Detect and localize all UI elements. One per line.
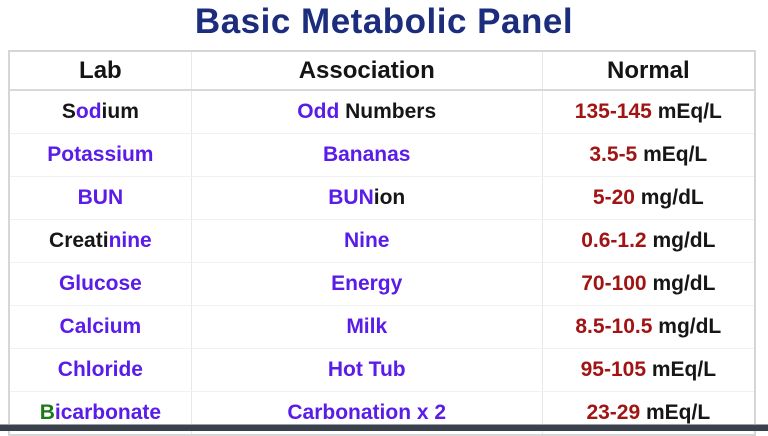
association-cell: BUN ion xyxy=(190,177,543,219)
association-cell: Nine xyxy=(190,220,543,262)
bottom-edge-bar xyxy=(0,424,768,431)
normal-cell: 0.6-1.2 mg/dL xyxy=(543,220,754,262)
column-header-association: Association xyxy=(190,52,543,89)
text-segment: B xyxy=(39,401,55,424)
text-segment: ion xyxy=(373,186,406,209)
text-segment: mEq/L xyxy=(651,100,722,123)
text-segment: 135-145 xyxy=(574,100,652,123)
table-row: Chloride Hot Tub 95-105 mEq/L xyxy=(10,348,754,391)
association-cell: Odd Numbers xyxy=(190,91,543,133)
text-segment: icarbonate xyxy=(54,401,162,424)
lab-cell: BUN xyxy=(10,177,191,219)
normal-cell: 135-145 mEq/L xyxy=(543,91,754,133)
text-segment: mEq/L xyxy=(637,143,708,166)
text-segment: Chloride xyxy=(57,358,143,381)
column-header-lab: Lab xyxy=(79,56,122,84)
text-segment: Creati xyxy=(49,229,109,252)
text-segment: mg/dL xyxy=(652,315,722,338)
table-row: BUN BUN ion 5-20 mg/dL xyxy=(10,176,754,219)
text-segment: S xyxy=(61,100,76,123)
text-segment: mEq/L xyxy=(646,358,717,381)
table-row: Glucose Energy 70-100 mg/dL xyxy=(10,262,754,305)
text-segment: Hot Tub xyxy=(327,358,406,381)
text-segment: BUN xyxy=(77,186,124,209)
text-segment: Nine xyxy=(343,229,390,252)
text-segment: Potassium xyxy=(47,143,154,166)
normal-cell: 23-29 mEq/L xyxy=(543,392,754,434)
page-title: Basic Metabolic Panel xyxy=(194,2,574,41)
lab-cell: Chloride xyxy=(10,349,191,391)
text-segment: 70-100 xyxy=(581,272,647,295)
table-header-row: Lab Association Normal xyxy=(10,52,754,91)
text-segment: 3.5-5 xyxy=(589,143,638,166)
text-segment: Bananas xyxy=(322,143,411,166)
text-segment: BUN xyxy=(328,186,374,209)
text-segment: od xyxy=(75,100,102,123)
table-row: Creati nine Nine 0.6-1.2 mg/dL xyxy=(10,219,754,262)
text-segment: Glucose xyxy=(58,272,142,295)
text-segment: mEq/L xyxy=(640,401,711,424)
lab-cell: Potassium xyxy=(10,134,191,176)
table-row: Calcium Milk 8.5-10.5 mg/dL xyxy=(10,305,754,348)
text-segment: 5-20 xyxy=(592,186,635,209)
text-segment: nine xyxy=(108,229,152,252)
text-segment: Energy xyxy=(331,272,403,295)
table-row: Potassium Bananas 3.5-5 mEq/L xyxy=(10,133,754,176)
association-cell: Energy xyxy=(190,263,543,305)
text-segment: Milk xyxy=(346,315,388,338)
text-segment: Numbers xyxy=(339,100,437,123)
association-cell: Bananas xyxy=(190,134,543,176)
lab-cell: Glucose xyxy=(10,263,191,305)
column-header-normal: Normal xyxy=(606,56,690,84)
text-segment: 8.5-10.5 xyxy=(575,315,653,338)
text-segment: mg/dL xyxy=(646,272,716,295)
text-segment: 95-105 xyxy=(580,358,647,381)
text-segment: mg/dL xyxy=(634,186,704,209)
text-segment: Odd xyxy=(297,100,340,123)
text-segment: mg/dL xyxy=(646,229,716,252)
association-cell: Carbonation x 2 xyxy=(190,392,543,434)
text-segment: Calcium xyxy=(59,315,142,338)
lab-cell: Creati nine xyxy=(10,220,191,262)
association-cell: Milk xyxy=(190,306,543,348)
normal-cell: 70-100 mg/dL xyxy=(543,263,754,305)
text-segment: 23-29 xyxy=(586,401,641,424)
normal-cell: 8.5-10.5 mg/dL xyxy=(543,306,754,348)
normal-cell: 3.5-5 mEq/L xyxy=(543,134,754,176)
text-segment: Carbonation x 2 xyxy=(287,401,447,424)
normal-cell: 95-105 mEq/L xyxy=(543,349,754,391)
lab-cell: Calcium xyxy=(10,306,191,348)
text-segment: 0.6-1.2 xyxy=(581,229,647,252)
text-segment: ium xyxy=(101,100,139,123)
normal-cell: 5-20 mg/dL xyxy=(543,177,754,219)
association-cell: Hot Tub xyxy=(190,349,543,391)
